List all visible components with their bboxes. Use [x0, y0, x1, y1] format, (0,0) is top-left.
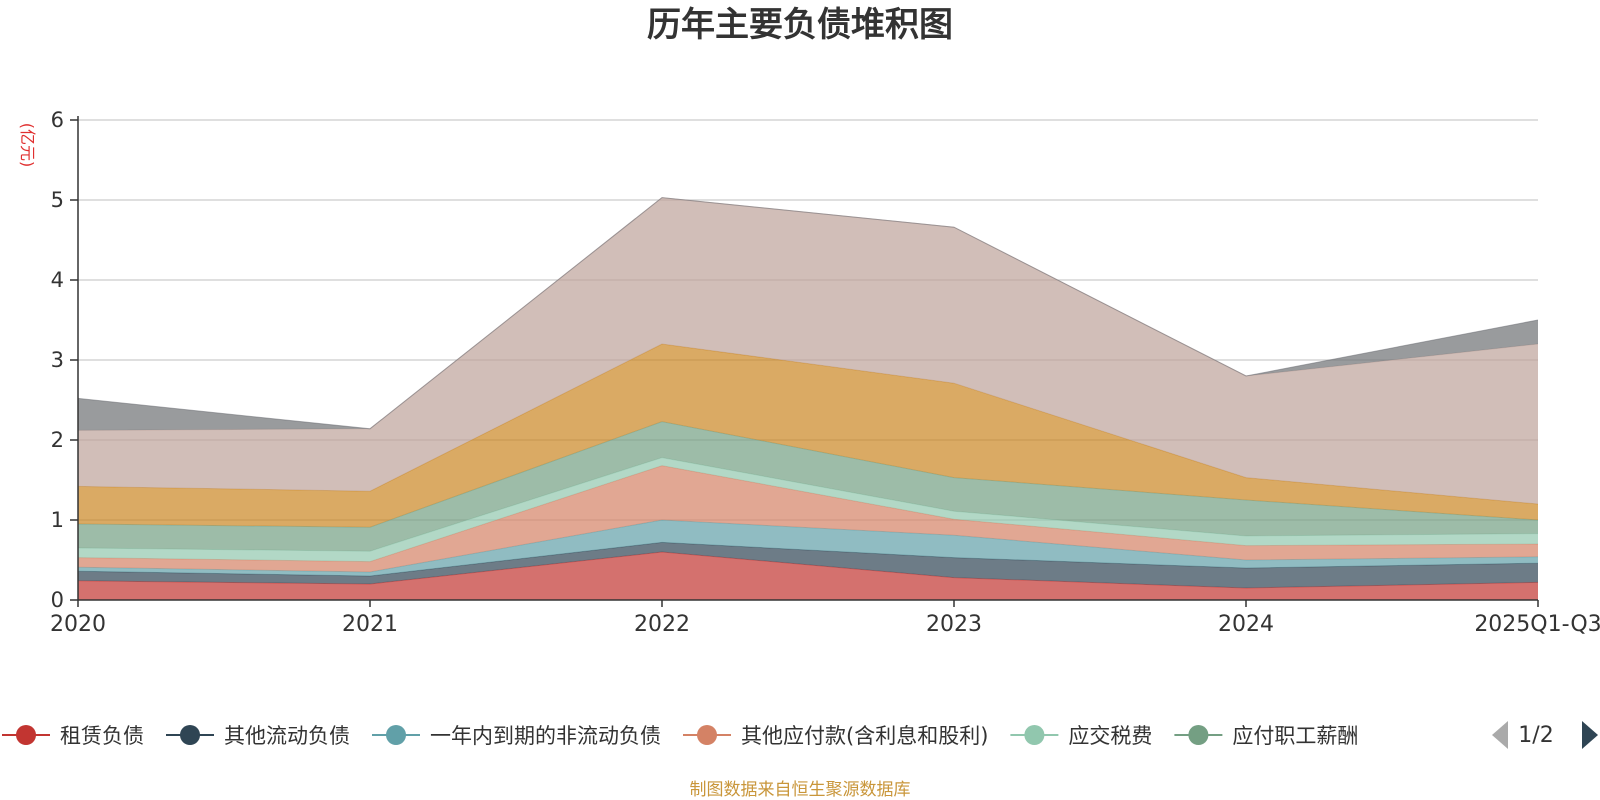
- legend-item-5[interactable]: 应付职工薪酬: [1174, 724, 1358, 748]
- y-tick-label: 1: [51, 508, 64, 532]
- legend-prev-page-icon[interactable]: [1492, 721, 1508, 749]
- x-axis-ticks: 2020 2021 2022 2023 2024 2025Q1-Q3: [50, 600, 1600, 637]
- y-tick-label: 6: [51, 108, 64, 132]
- area-series-1: [78, 542, 1538, 588]
- legend-pager: 1/2: [1492, 721, 1598, 749]
- legend-item-3[interactable]: 其他应付款(含利息和股利): [683, 724, 988, 748]
- data-source-note: 制图数据来自恒生聚源数据库: [690, 780, 911, 800]
- legend-marker: [180, 725, 200, 745]
- legend-marker: [697, 725, 717, 745]
- x-tick-label: 2020: [50, 612, 106, 637]
- x-tick-label: 2021: [342, 612, 398, 637]
- x-tick-label: 2024: [1218, 612, 1274, 637]
- y-tick-label: 0: [51, 588, 64, 612]
- legend-label: 其他应付款(含利息和股利): [741, 724, 988, 748]
- legend-label: 应交税费: [1068, 724, 1152, 748]
- legend-label: 租赁负债: [60, 724, 144, 748]
- legend-label: 一年内到期的非流动负债: [430, 724, 661, 748]
- chart-title: 历年主要负债堆积图: [647, 5, 953, 45]
- stacked-areas: [78, 197, 1538, 600]
- x-tick-label: 2023: [926, 612, 982, 637]
- area-series-2: [78, 520, 1538, 576]
- y-axis-ticks: 0 1 2 3 4 5 6: [51, 108, 78, 612]
- legend-item-0[interactable]: 租赁负债: [2, 724, 144, 748]
- x-tick-label: 2022: [634, 612, 690, 637]
- y-tick-label: 3: [51, 348, 64, 372]
- legend-page-indicator: 1/2: [1518, 723, 1553, 748]
- legend-marker: [386, 725, 406, 745]
- legend-marker: [1024, 725, 1045, 745]
- legend-item-4[interactable]: 应交税费: [1010, 724, 1152, 748]
- area-series-7: [78, 197, 1538, 504]
- legend-label: 应付职工薪酬: [1232, 724, 1358, 748]
- y-tick-label: 2: [51, 428, 64, 452]
- area-series-0: [78, 552, 1538, 600]
- legend-marker: [16, 725, 36, 745]
- area-series-4: [78, 457, 1538, 562]
- area-series-5: [78, 421, 1538, 552]
- legend: 租赁负债 其他流动负债 一年内到期的非流动负债 其他应付款(含利息和股利) 应交税费 应付…: [2, 724, 1358, 748]
- area-series-edge-8: [78, 197, 1538, 430]
- area-series-6: [78, 344, 1538, 528]
- area-series-3: [78, 465, 1538, 572]
- y-tick-label: 5: [51, 188, 64, 212]
- y-tick-label: 4: [51, 268, 64, 292]
- legend-next-page-icon[interactable]: [1582, 721, 1598, 749]
- legend-item-1[interactable]: 其他流动负债: [166, 724, 350, 748]
- legend-label: 其他流动负债: [224, 724, 350, 748]
- legend-marker: [1188, 725, 1209, 745]
- y-axis-unit-label: (亿元): [18, 123, 37, 168]
- x-tick-label: 2025Q1-Q3: [1474, 612, 1600, 637]
- legend-item-2[interactable]: 一年内到期的非流动负债: [372, 724, 661, 748]
